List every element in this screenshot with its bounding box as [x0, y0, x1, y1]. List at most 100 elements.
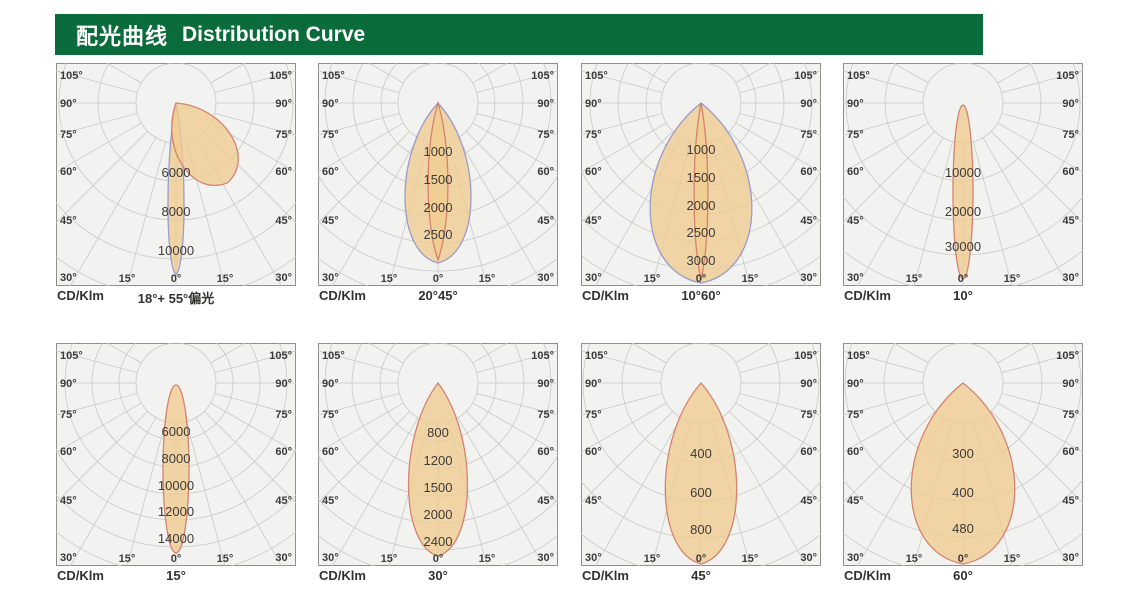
- angle-tick-right: 75°: [275, 129, 292, 141]
- angle-tick-corner-left: 30°: [322, 552, 339, 564]
- angle-tick-left: 75°: [585, 129, 602, 141]
- angle-tick-left: 90°: [847, 378, 864, 390]
- angle-tick-right: 75°: [800, 409, 817, 421]
- unit-label: CD/Klm: [57, 288, 104, 303]
- angle-tick-bottom: 15°: [381, 553, 398, 565]
- angle-radial-line: [318, 411, 410, 504]
- ring-value: 2400: [424, 534, 453, 549]
- beam-angle-label: 45°: [691, 568, 711, 583]
- angle-radial-line: [476, 112, 558, 136]
- angle-tick-left: 90°: [322, 98, 339, 110]
- ring-value-labels: 800 1200 1500 2000 2400: [424, 425, 453, 549]
- angle-tick-right: 90°: [275, 98, 292, 110]
- angle-radial-line: [56, 112, 138, 136]
- angle-radial-line: [735, 402, 821, 453]
- chart-caption: CD/Klm 10°: [843, 288, 1083, 306]
- angle-tick-right: 45°: [537, 495, 554, 507]
- angle-tick-corner-left: 30°: [585, 272, 602, 284]
- ring-value: 10000: [158, 243, 194, 258]
- angle-tick-right: 75°: [1062, 409, 1079, 421]
- angle-tick-left: 45°: [322, 495, 339, 507]
- angle-radial-line: [997, 122, 1083, 173]
- angle-tick-corner-left: 30°: [322, 272, 339, 284]
- beam-lobe: [910, 382, 1016, 565]
- angle-radial-line: [1001, 112, 1083, 136]
- polar-plot: 6000 8000 10000 105° 105° 90° 90° 75° 75° 60° 60° 4…: [56, 63, 296, 286]
- angle-radial-line: [843, 112, 925, 136]
- beam-lobe: [408, 381, 468, 557]
- angle-tick-right: 105°: [1056, 350, 1079, 362]
- angle-tick-bottom: 15°: [742, 553, 759, 565]
- beam-lobes: [664, 382, 738, 565]
- angle-tick-left: 105°: [322, 350, 345, 362]
- ring-value-labels: 400 600 800: [690, 446, 712, 537]
- angle-tick-right: 45°: [1062, 215, 1079, 227]
- angle-radial-line: [735, 122, 821, 173]
- unit-label: CD/Klm: [582, 568, 629, 583]
- ring-value: 8000: [162, 451, 191, 466]
- angle-radial-line: [729, 411, 821, 504]
- angle-radial-line: [457, 137, 545, 286]
- angle-tick-labels: 105° 105° 90° 90° 75° 75° 60° 60° 45° 45° 30° 30° 15…: [60, 350, 292, 565]
- angle-tick-left: 75°: [585, 409, 602, 421]
- beam-angle-label: 60°: [953, 568, 973, 583]
- angle-tick-bottom: 0°: [433, 273, 444, 285]
- distribution-chart-8: 300 400 480 105° 105° 90° 90° 75° 75° 60° 60° 45° 45…: [843, 343, 1083, 590]
- angle-tick-bottom: 0°: [696, 553, 707, 565]
- ring-value: 10000: [945, 165, 981, 180]
- beam-lobe: [427, 100, 449, 262]
- angle-tick-right: 75°: [800, 129, 817, 141]
- angle-tick-right: 60°: [537, 166, 554, 178]
- angle-tick-left: 105°: [322, 70, 345, 82]
- angle-radial-line: [56, 350, 138, 374]
- angle-tick-left: 75°: [322, 409, 339, 421]
- ring-value-labels: 6000 8000 10000 12000 14000: [158, 424, 194, 546]
- angle-radial-line: [982, 137, 1070, 286]
- ring-value-labels: 6000 8000 10000: [158, 165, 194, 258]
- ring-value: 30000: [945, 239, 981, 254]
- angle-radial-line: [204, 411, 296, 504]
- chart-caption: CD/Klm 30°: [318, 568, 558, 586]
- angle-tick-labels: 105° 105° 90° 90° 75° 75° 60° 60° 45° 45° 30° 30° 15…: [585, 350, 817, 565]
- angle-tick-right: 75°: [275, 409, 292, 421]
- angle-tick-left: 90°: [322, 378, 339, 390]
- ring-value: 8000: [162, 204, 191, 219]
- beam-angle-label: 20°45°: [418, 288, 458, 303]
- beam-lobes: [167, 102, 239, 276]
- beam-lobe: [693, 102, 709, 281]
- angle-tick-labels: 105° 105° 90° 90° 75° 75° 60° 60° 45° 45° 30° 30° 15…: [847, 70, 1079, 285]
- angle-tick-left: 105°: [847, 70, 870, 82]
- angle-radial-line: [56, 131, 148, 224]
- angle-tick-labels: 105° 105° 90° 90° 75° 75° 60° 60° 45° 45° 30° 30° 15…: [847, 350, 1079, 565]
- angle-tick-right: 60°: [1062, 166, 1079, 178]
- angle-tick-corner-right: 30°: [537, 272, 554, 284]
- ring-value: 12000: [158, 504, 194, 519]
- angle-radial-line: [214, 112, 296, 136]
- angle-tick-left: 45°: [847, 495, 864, 507]
- angle-tick-right: 45°: [1062, 495, 1079, 507]
- angle-radial-line: [913, 141, 954, 286]
- angle-radial-line: [843, 131, 935, 224]
- angle-radial-line: [318, 402, 404, 453]
- angle-radial-line: [318, 392, 400, 416]
- ring-value-labels: 10000 20000 30000: [945, 165, 981, 254]
- ring-value: 1500: [424, 172, 453, 187]
- angle-radial-line: [729, 131, 821, 224]
- beam-lobes: [952, 104, 974, 280]
- angle-tick-bottom: 15°: [217, 273, 234, 285]
- angle-tick-right: 90°: [800, 378, 817, 390]
- ring-value: 300: [952, 446, 974, 461]
- angle-radial-line: [318, 131, 410, 224]
- angle-tick-left: 105°: [60, 70, 83, 82]
- ring-value-labels: 1000 1500 2000 2500: [424, 144, 453, 242]
- angle-tick-left: 75°: [60, 409, 77, 421]
- polar-plot: 400 600 800 105° 105° 90° 90° 75° 75° 60° 60° 45° 45…: [581, 343, 821, 566]
- angle-radial-line: [1001, 350, 1083, 374]
- ring-value: 20000: [945, 204, 981, 219]
- ring-value: 14000: [158, 531, 194, 546]
- unit-label: CD/Klm: [582, 288, 629, 303]
- angle-tick-corner-right: 30°: [1062, 552, 1079, 564]
- angle-radial-line: [739, 392, 821, 416]
- angle-tick-corner-right: 30°: [275, 552, 292, 564]
- polar-plot: 800 1200 1500 2000 2400 105° 105° 90° 90° 75° 75° 6…: [318, 343, 558, 566]
